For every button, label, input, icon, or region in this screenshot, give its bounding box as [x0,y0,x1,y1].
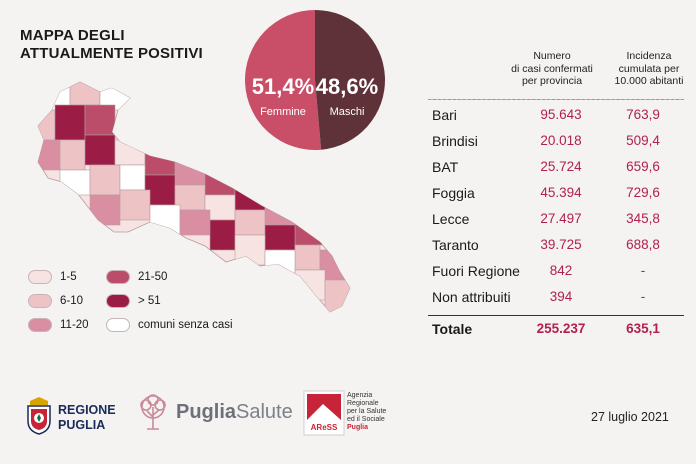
legend-swatch [106,318,130,332]
table-row-total: Totale 255.237 635,1 [428,315,684,341]
legend-swatch [28,318,52,332]
table-row: Non attribuiti 394 - [432,289,646,305]
svg-text:AReSS: AReSS [311,423,338,432]
legend-swatch [106,270,130,284]
report-date: 27 luglio 2021 [591,410,669,424]
legend-swatch [106,294,130,308]
regione-puglia-logo-text: REGIONE PUGLIA [58,403,116,432]
page-title: MAPPA DEGLI ATTUALMENTE POSITIVI [20,27,203,62]
table-row: BAT 25.724 659,6 [432,159,660,175]
pie-slice-male [315,10,386,150]
header-incidence: Incidenza cumulata per 10.000 abitanti [614,50,684,87]
legend-item: 1-5 [28,270,77,284]
legend-item: 21-50 [106,270,167,284]
puglia-salute-logo-text: PugliaSalute [176,401,293,423]
pie-slice-female [245,10,322,150]
table-row: Taranto 39.725 688,8 [432,237,660,253]
table-row: Fuori Regione 842 - [432,263,646,279]
aress-logo-text: Agenzia Regionale per la Salute ed il So… [347,392,387,431]
pie-male-label: Maschi [330,106,365,118]
legend-item: 6-10 [28,294,83,308]
province-table: Bari 95.643 763,9 Brindisi 20.018 509,4 … [428,103,684,341]
table-row: Bari 95.643 763,9 [432,107,660,123]
gender-pie-chart: 51,4% Femmine 48,6% Maschi [245,10,386,150]
legend-swatch [28,294,52,308]
pie-female-pct: 51,4% [252,74,314,99]
map-legend: 1-5 6-10 11-20 21-50 > 51 comuni senza c… [28,270,268,336]
legend-item: 11-20 [28,318,89,332]
legend-item: comuni senza casi [106,318,233,332]
legend-item: > 51 [106,294,161,308]
pie-male-pct: 48,6% [316,74,378,99]
tree-icon [140,394,166,430]
regione-puglia-crest-icon [27,397,51,435]
pie-female-label: Femmine [260,106,306,118]
puglia-map [37,81,351,313]
table-row: Lecce 27.497 345,8 [432,211,660,227]
table-row: Foggia 45.394 729,6 [432,185,660,201]
table-row: Brindisi 20.018 509,4 [432,133,660,149]
legend-swatch [28,270,52,284]
table-divider [428,99,684,100]
header-cases: Numero di casi confermati per provincia [511,50,593,87]
aress-logo-icon: AReSS [303,390,345,436]
